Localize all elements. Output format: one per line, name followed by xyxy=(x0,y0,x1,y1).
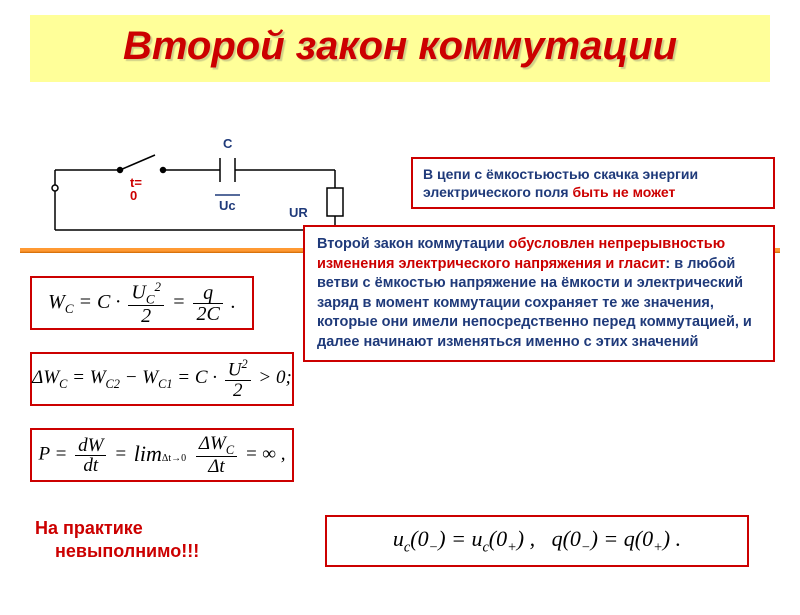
practice-note: На практике невыполнимо!!! xyxy=(35,517,315,564)
law-lead: Второй закон коммутации xyxy=(317,236,509,252)
page-title: Второй закон коммутации xyxy=(50,25,750,67)
formula-delta-w: ΔWC = WC2 − WC1 = C · U22 > 0; xyxy=(30,352,294,406)
circuit-label-ur: UR xyxy=(289,205,308,220)
circuit-label-c: С xyxy=(223,136,232,151)
formula-energy: WC = C · UC22 = q2C . xyxy=(30,276,254,330)
circuit-label-uc: Uс xyxy=(219,198,236,213)
formula-continuity: uc(0−) = uc(0+) , q(0−) = q(0+) . xyxy=(325,515,749,567)
practice-line1: На практике xyxy=(35,518,143,538)
energy-statement-box: В цепи с ёмкостьюстью скачка энергии эле… xyxy=(411,157,775,209)
title-banner: Второй закон коммутации xyxy=(30,15,770,82)
statement-part2: быть не может xyxy=(573,184,676,200)
practice-line2: невыполнимо!!! xyxy=(55,541,199,561)
second-law-box: Второй закон коммутации обусловлен непре… xyxy=(303,225,775,362)
circuit-label-t0: t=0 xyxy=(130,176,160,202)
formula-power: P = dWdt = limΔt→0 ΔWCΔt = ∞ , xyxy=(30,428,294,482)
